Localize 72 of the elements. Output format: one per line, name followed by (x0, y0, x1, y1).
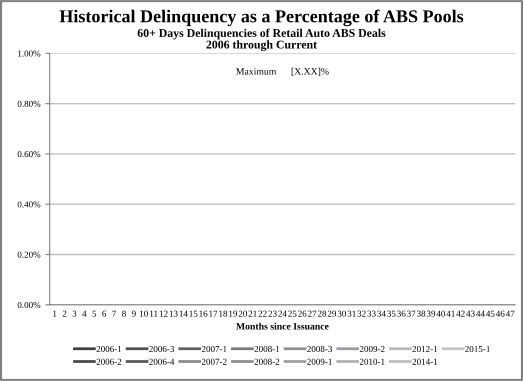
x-tick-label: 39 (426, 310, 436, 317)
x-tick-label: 23 (268, 310, 277, 317)
legend-label: 2009-2 (360, 346, 385, 352)
x-tick-label: 33 (367, 310, 376, 317)
x-tick-label: 28 (318, 310, 326, 317)
x-tick-label: 2 (62, 310, 66, 317)
x-tick-label: 27 (308, 310, 316, 317)
chart-title: Historical Delinquency as a Percentage of ABS Pools (60, 10, 464, 26)
legend-label: 2008-3 (307, 346, 332, 352)
x-tick-label: 35 (387, 310, 396, 317)
x-tick-label: 17 (209, 310, 218, 317)
legend-label: 2014-1 (412, 358, 438, 365)
x-tick-label: 12 (160, 310, 168, 317)
x-tick-label: 16 (199, 310, 208, 317)
x-tick-label: 15 (190, 310, 198, 317)
legend-label: 2009-1 (307, 358, 332, 365)
x-tick-label: 9 (132, 310, 136, 317)
y-tick-label: 0.40% (18, 201, 40, 208)
y-tick-label: 0.60% (18, 151, 40, 158)
x-tick-label: 11 (150, 310, 158, 317)
x-tick-label: 14 (180, 310, 188, 317)
x-tick-label: 40 (436, 310, 446, 317)
y-tick-label: 0.80% (18, 100, 40, 107)
x-tick-label: 46 (496, 310, 505, 317)
x-tick-label: 44 (476, 310, 485, 317)
x-tick-label: 29 (328, 310, 336, 317)
x-tick-label: 31 (348, 310, 356, 317)
legend-label: 2006-2 (96, 358, 122, 365)
x-tick-label: 10 (140, 310, 148, 317)
x-tick-label: 18 (219, 310, 228, 317)
legend-label: 2006-1 (96, 346, 122, 352)
chart-subtitle: 60+ Days Delinquencies of Retail Auto ABS Deals 2006 through Current (138, 28, 386, 52)
x-tick-label: 24 (278, 310, 287, 317)
legend-label: 2012-1 (412, 346, 438, 352)
x-tick-label: 30 (338, 310, 346, 317)
x-tick-label: 20 (238, 310, 247, 317)
x-tick-label: 34 (377, 310, 386, 317)
x-tick-label: 42 (456, 310, 465, 317)
x-tick-label: 3 (72, 310, 76, 317)
legend-label: 2006-4 (149, 358, 174, 365)
x-tick-label: 1 (53, 310, 56, 317)
x-tick-label: 41 (446, 310, 455, 317)
x-tick-label: 36 (397, 310, 406, 317)
y-tick-label: 0.20% (18, 252, 40, 258)
legend-label: 2008-1 (254, 346, 280, 352)
x-tick-label: 21 (248, 310, 257, 317)
y-tick-label: 0.00% (18, 302, 40, 308)
x-tick-label: 47 (506, 310, 514, 317)
y-tick-label: 1.00% (18, 50, 40, 57)
legend-label: 2008-2 (254, 358, 280, 365)
x-tick-label: 37 (407, 310, 416, 317)
x-tick-label: 26 (298, 310, 306, 317)
x-tick-label: 43 (466, 310, 475, 317)
annotation: Maximum [X.XX]% (236, 68, 329, 76)
x-axis-title: Months since Issuance (236, 322, 329, 330)
x-tick-label: 4 (82, 310, 86, 317)
x-tick-label: 8 (122, 310, 126, 317)
x-tick-label: 19 (229, 310, 238, 317)
x-tick-label: 22 (258, 310, 267, 317)
x-tick-label: 45 (486, 310, 495, 317)
legend-label: 2007-2 (202, 358, 227, 365)
legend-label: 2007-1 (202, 346, 227, 352)
x-tick-label: 38 (416, 310, 426, 317)
legend-label: 2015-1 (465, 346, 490, 352)
x-tick-label: 5 (92, 310, 96, 317)
x-tick-label: 25 (288, 310, 296, 317)
x-tick-label: 6 (102, 310, 106, 317)
legend-label: 2010-1 (360, 358, 384, 365)
x-tick-label: 7 (112, 310, 116, 317)
legend-label: 2006-3 (149, 346, 174, 352)
x-tick-label: 13 (170, 310, 178, 317)
x-tick-label: 32 (358, 310, 366, 317)
